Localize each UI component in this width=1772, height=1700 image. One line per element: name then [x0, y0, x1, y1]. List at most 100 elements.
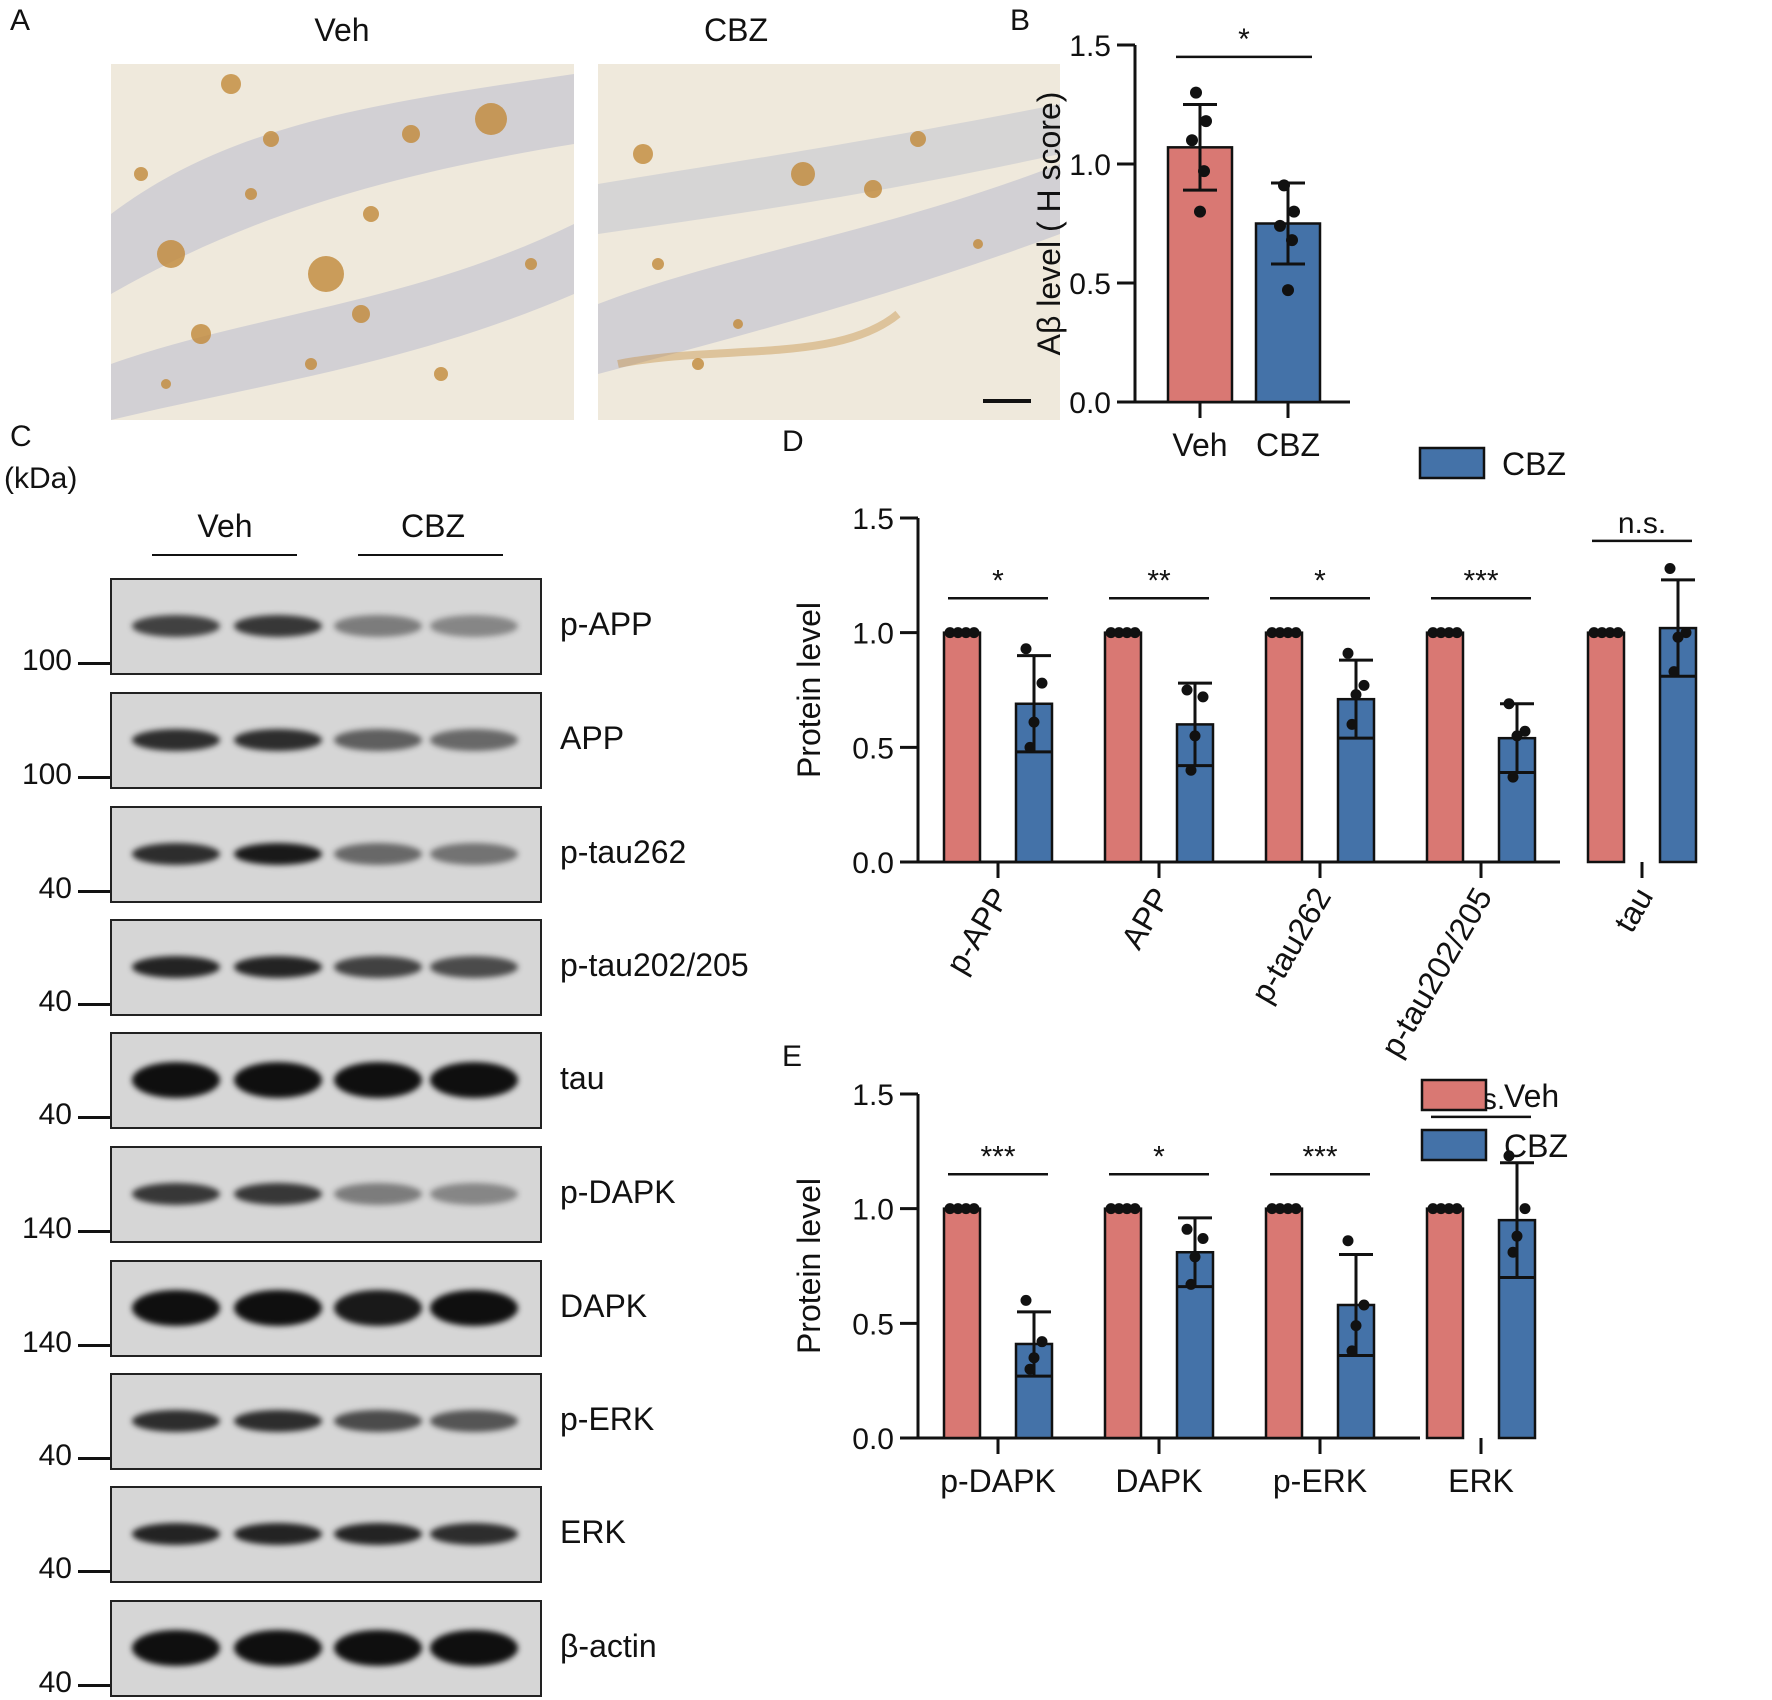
data-point — [1190, 86, 1202, 99]
blot-band — [132, 1630, 220, 1666]
molecular-weight-tick — [78, 1457, 110, 1460]
blot-band — [334, 1290, 422, 1326]
y-tick-label: 0.0 — [852, 847, 894, 880]
molecular-weight-label: 40 — [38, 1552, 72, 1585]
data-point — [1290, 627, 1302, 639]
data-point — [1286, 234, 1298, 247]
blot-band — [234, 1523, 322, 1545]
y-tick-label: 0.0 — [852, 1423, 894, 1456]
data-point — [1451, 627, 1463, 639]
data-point — [1020, 1294, 1032, 1306]
data-point — [1346, 718, 1358, 730]
data-point — [1346, 1345, 1358, 1357]
data-point — [1596, 627, 1608, 639]
data-point — [1435, 627, 1447, 639]
y-tick-label: 1.0 — [852, 618, 894, 651]
molecular-weight-label: 40 — [38, 872, 72, 905]
blot-band — [234, 1290, 322, 1326]
blot-label: DAPK — [560, 1288, 648, 1324]
data-point — [1197, 1232, 1209, 1244]
molecular-weight-tick — [78, 1344, 110, 1347]
data-point — [1503, 1150, 1515, 1162]
bar-veh — [942, 631, 982, 864]
data-point — [1181, 1223, 1193, 1235]
blot-label: p-ERK — [560, 1401, 655, 1437]
significance-label: *** — [1463, 564, 1498, 597]
significance-label: ** — [1147, 564, 1171, 597]
data-point — [1511, 730, 1523, 742]
blot-label: p-DAPK — [560, 1174, 676, 1210]
data-point — [1036, 1336, 1048, 1348]
blot-band — [334, 1183, 422, 1205]
molecular-weight-label: 100 — [21, 758, 72, 791]
bar-veh — [1264, 1207, 1304, 1440]
blot-band — [430, 956, 518, 978]
micrograph-veh-texture — [111, 74, 574, 420]
molecular-weight-label: 40 — [38, 1439, 72, 1472]
molecular-weight-label: 140 — [21, 1212, 72, 1245]
blot-band — [132, 729, 220, 751]
blot-band — [132, 843, 220, 865]
data-point — [1282, 1203, 1294, 1215]
data-point — [1350, 1320, 1362, 1332]
blot-2 — [110, 692, 542, 789]
x-tick-label: Veh — [1172, 427, 1227, 463]
blot-band — [334, 956, 422, 978]
blot-band — [430, 615, 518, 637]
y-tick-label: 1.0 — [1069, 149, 1111, 182]
x-tick-label: DAPK — [1115, 1463, 1202, 1499]
data-point — [1020, 643, 1032, 655]
legend-label-cbz: CBZ — [1504, 1128, 1568, 1164]
bar-veh — [1264, 631, 1304, 864]
x-tick-label: p-tau262 — [1244, 882, 1338, 1009]
significance-label: * — [1153, 1140, 1165, 1173]
data-point — [1278, 179, 1290, 192]
blot-band — [430, 1410, 518, 1432]
x-tick-label: p-ERK — [1273, 1463, 1367, 1499]
kda-unit: (kDa) — [4, 462, 78, 495]
blot-band — [430, 729, 518, 751]
blot-8 — [110, 1373, 542, 1470]
data-point — [1507, 771, 1519, 783]
data-point — [952, 627, 964, 639]
blot-band — [334, 1630, 422, 1666]
blot-4 — [110, 919, 542, 1016]
data-point — [1024, 741, 1036, 753]
data-point — [1427, 627, 1439, 639]
x-tick-label: p-APP — [939, 882, 1016, 980]
blot-band — [234, 615, 322, 637]
data-point — [1129, 627, 1141, 639]
blot-band — [334, 729, 422, 751]
legend-label-cbz: CBZ — [1502, 446, 1566, 482]
y-tick-label: 1.5 — [852, 1079, 894, 1112]
blot-9 — [110, 1486, 542, 1583]
data-point — [1121, 627, 1133, 639]
y-tick-label: 0.5 — [852, 1308, 894, 1341]
bar-veh — [1586, 631, 1626, 864]
blot-group-veh-line — [152, 554, 297, 556]
data-point — [1519, 1203, 1531, 1215]
blot-3 — [110, 806, 542, 903]
legend-label-veh: Veh — [1504, 1078, 1559, 1114]
y-tick-label: 1.5 — [852, 503, 894, 536]
blot-band — [132, 1183, 220, 1205]
data-point — [1612, 627, 1624, 639]
data-point — [968, 627, 980, 639]
molecular-weight-tick — [78, 1570, 110, 1573]
bar-veh — [1103, 631, 1143, 864]
data-point — [1443, 627, 1455, 639]
data-point — [960, 627, 972, 639]
molecular-weight-tick — [78, 776, 110, 779]
data-point — [1036, 677, 1048, 689]
data-point — [1185, 764, 1197, 776]
data-point — [944, 627, 956, 639]
data-point — [1274, 1203, 1286, 1215]
data-point — [1024, 1363, 1036, 1375]
data-point — [1503, 698, 1515, 710]
blot-1 — [110, 578, 542, 675]
data-point — [1519, 725, 1531, 737]
data-point — [1266, 1203, 1278, 1215]
data-point — [1435, 1203, 1447, 1215]
data-point — [1194, 205, 1206, 218]
significance-label: * — [1314, 564, 1326, 597]
